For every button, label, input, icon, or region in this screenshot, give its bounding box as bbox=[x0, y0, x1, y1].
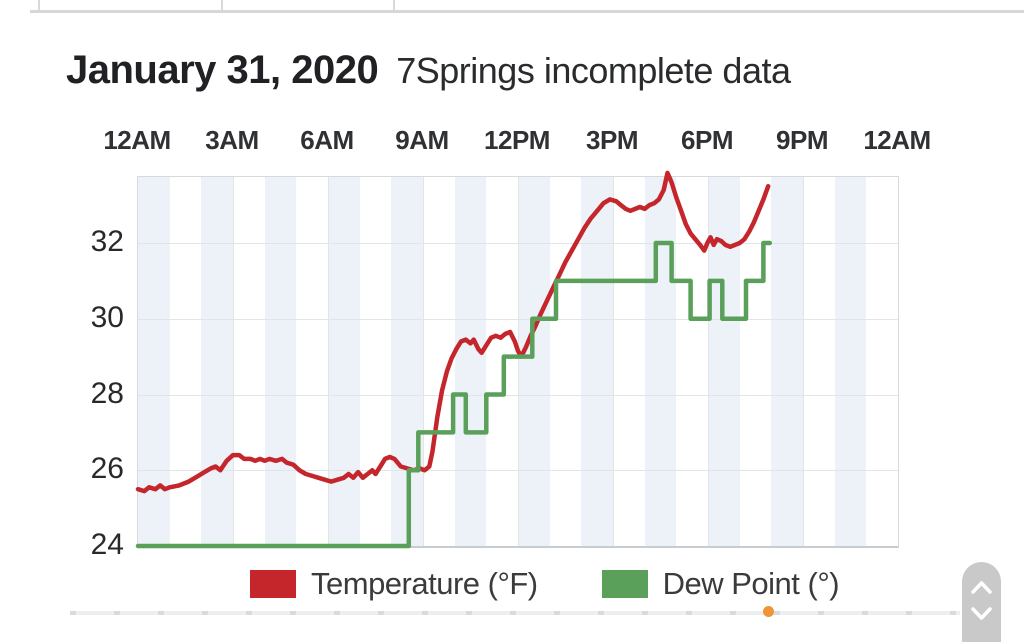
chart-legend: Temperature (°F) Dew Point (°) bbox=[250, 566, 840, 602]
x-tick-label: 3PM bbox=[586, 125, 638, 155]
vertical-gridline bbox=[708, 177, 709, 546]
legend-label: Dew Point (°) bbox=[662, 566, 840, 601]
x-tick-label: 6AM bbox=[300, 125, 354, 155]
hour-band bbox=[138, 177, 170, 546]
horizontal-gridline bbox=[138, 394, 898, 396]
title-date: January 31, 2020 bbox=[66, 48, 379, 92]
hour-band bbox=[264, 177, 297, 546]
y-tick-label: 24 bbox=[90, 528, 124, 561]
hour-band bbox=[518, 177, 550, 546]
hour-band bbox=[328, 177, 360, 546]
y-tick-label: 26 bbox=[90, 452, 124, 486]
dew-point-swatch bbox=[601, 570, 648, 598]
x-axis-labels: 12AM 3AM 6AM 9AM 12PM 3PM 6PM 9PM 12AM bbox=[0, 124, 1024, 156]
table-column-border bbox=[221, 0, 223, 11]
chart-lines bbox=[135, 170, 773, 549]
x-tick-label: 12PM bbox=[484, 125, 550, 155]
y-tick-label: 30 bbox=[90, 300, 124, 334]
vertical-gridline bbox=[233, 177, 234, 546]
horizontal-gridline bbox=[138, 318, 898, 320]
next-section-top-edge bbox=[70, 611, 960, 615]
x-tick-label: 12AM bbox=[863, 125, 931, 155]
page-title: January 31, 2020 7Springs incomplete data bbox=[66, 48, 791, 93]
y-tick-label: 28 bbox=[90, 376, 124, 410]
y-tick-label: 32 bbox=[90, 225, 124, 258]
hour-band bbox=[834, 177, 867, 546]
chevron-up-icon bbox=[971, 581, 992, 594]
x-tick-label: 12AM bbox=[103, 125, 171, 155]
hour-band bbox=[771, 177, 803, 546]
series-line-temperature bbox=[135, 170, 771, 494]
vertical-gridline bbox=[518, 177, 519, 546]
legend-item-temperature: Temperature (°F) bbox=[250, 566, 538, 602]
vertical-gridline bbox=[328, 177, 329, 546]
horizontal-gridline bbox=[138, 470, 898, 472]
vertical-gridline bbox=[803, 177, 804, 546]
horizontal-gridline bbox=[138, 243, 898, 244]
orange-dot-marker bbox=[763, 606, 774, 617]
x-tick-label: 9AM bbox=[395, 125, 449, 155]
x-tick-label: 9PM bbox=[776, 125, 828, 155]
legend-label: Temperature (°F) bbox=[311, 566, 538, 601]
table-column-border bbox=[38, 0, 40, 11]
series-line-dew-point bbox=[135, 240, 773, 549]
scroll-buttons[interactable] bbox=[962, 562, 1001, 642]
title-note: 7Springs incomplete data bbox=[396, 50, 791, 91]
x-tick-label: 3AM bbox=[205, 125, 259, 155]
vertical-gridline bbox=[613, 177, 614, 546]
table-bottom-border bbox=[30, 10, 1024, 13]
vertical-gridline bbox=[423, 177, 424, 546]
legend-item-dew-point: Dew Point (°) bbox=[601, 566, 840, 602]
hour-band bbox=[644, 177, 677, 546]
hour-band bbox=[201, 177, 233, 546]
hour-band bbox=[454, 177, 487, 546]
cropped-table-bottom bbox=[0, 0, 1024, 16]
x-tick-label: 6PM bbox=[681, 125, 733, 155]
hour-band bbox=[581, 177, 613, 546]
temperature-swatch bbox=[250, 570, 296, 598]
temperature-dewpoint-chart bbox=[135, 170, 899, 549]
table-column-border bbox=[393, 0, 395, 11]
